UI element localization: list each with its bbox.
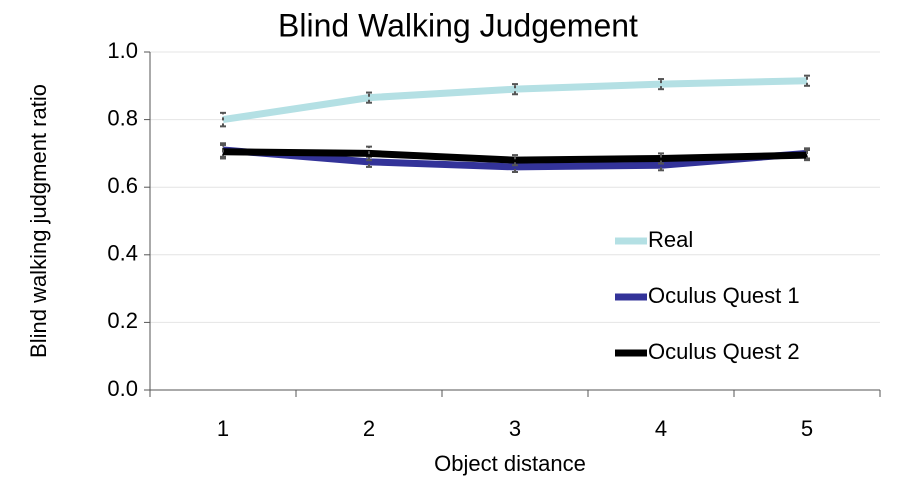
series-line (222, 148, 808, 164)
x-tick-label: 2 (363, 416, 375, 441)
series-line (222, 146, 808, 171)
series-line (222, 77, 808, 124)
legend-label: Oculus Quest 2 (648, 339, 800, 364)
y-tick-label: 1.0 (107, 38, 138, 63)
y-tick-label: 0.0 (107, 376, 138, 401)
y-tick-label: 0.4 (107, 241, 138, 266)
x-axis-label: Object distance (434, 451, 586, 476)
y-tick-label: 0.6 (107, 173, 138, 198)
x-tick-label: 5 (801, 416, 813, 441)
y-tick-label: 0.2 (107, 308, 138, 333)
y-axis-label: Blind walking judgment ratio (26, 84, 51, 358)
x-tick-label: 4 (655, 416, 667, 441)
y-tick-label: 0.8 (107, 105, 138, 130)
x-tick-label: 1 (217, 416, 229, 441)
x-tick-label: 3 (509, 416, 521, 441)
legend-label: Oculus Quest 1 (648, 283, 800, 308)
chart-title: Blind Walking Judgement (278, 7, 638, 43)
legend-label: Real (648, 227, 693, 252)
